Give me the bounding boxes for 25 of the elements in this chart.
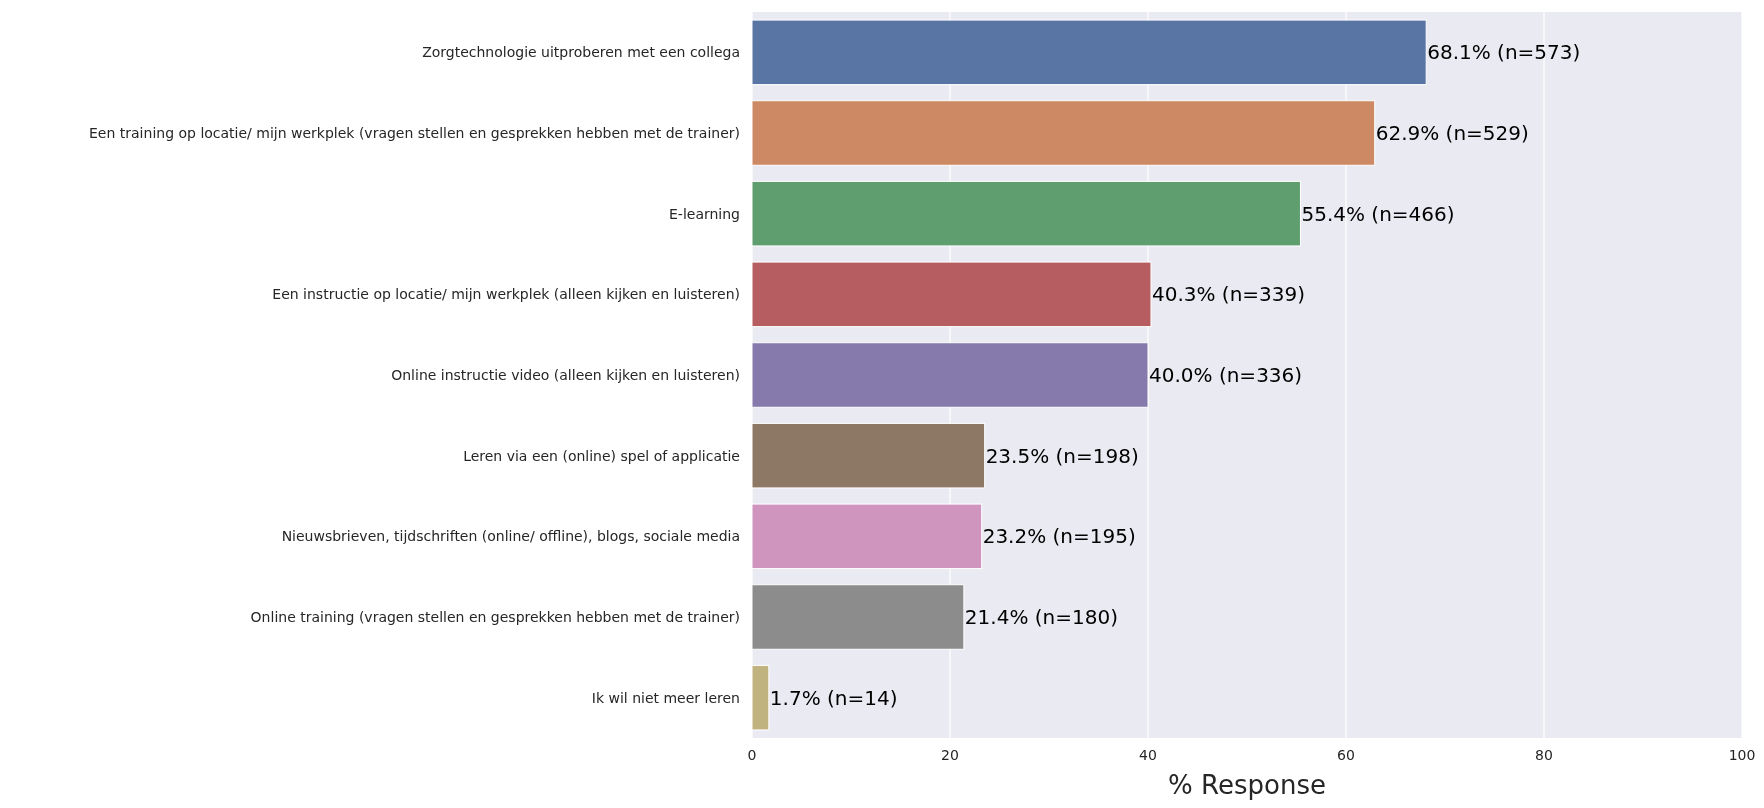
x-tick-label: 80 (1535, 747, 1553, 763)
data-label: 40.0% (n=336) (1149, 363, 1303, 387)
y-tick-label: Nieuwsbrieven, tijdschriften (online/ offline), blogs, sociale media (281, 528, 740, 545)
y-tick-label: Een training op locatie/ mijn werkplek (vragen stellen en gesprekken hebben met de trainer) (89, 124, 740, 141)
data-label: 21.4% (n=180) (964, 605, 1118, 629)
y-tick-label: Online training (vragen stellen en gesprekken hebben met de trainer) (250, 608, 740, 625)
data-label: 23.5% (n=198) (985, 443, 1139, 468)
x-tick-label: 20 (941, 747, 959, 763)
data-label: 62.9% (n=529) (1375, 121, 1529, 145)
data-label: 23.2% (n=195) (982, 524, 1136, 549)
x-tick-label: 0 (747, 747, 757, 763)
y-tick-label: Zorgtechnologie uitproberen met een collega (422, 44, 740, 61)
y-tick-label: Een instructie op locatie/ mijn werkplek (alleen kijken en luisteren) (272, 286, 740, 303)
data-label: 55.4% (n=466) (1301, 201, 1455, 226)
y-tick-label: E-learning (668, 205, 740, 222)
y-tick-label: Online instructie video (alleen kijken en luisteren) (391, 366, 740, 383)
x-tick-label: 40 (1139, 747, 1157, 763)
data-label: 1.7% (n=14) (769, 685, 898, 710)
y-tick-label: Ik wil niet meer leren (591, 689, 740, 706)
data-label: 40.3% (n=339) (1151, 282, 1306, 307)
x-tick-label: 60 (1337, 747, 1355, 763)
x-tick-label: 100 (1728, 747, 1756, 763)
y-tick-label: Leren via een (online) spel of applicatie (463, 447, 740, 464)
x-axis-title: % Response (1168, 770, 1326, 800)
data-label: 68.1% (n=573) (1427, 40, 1581, 65)
